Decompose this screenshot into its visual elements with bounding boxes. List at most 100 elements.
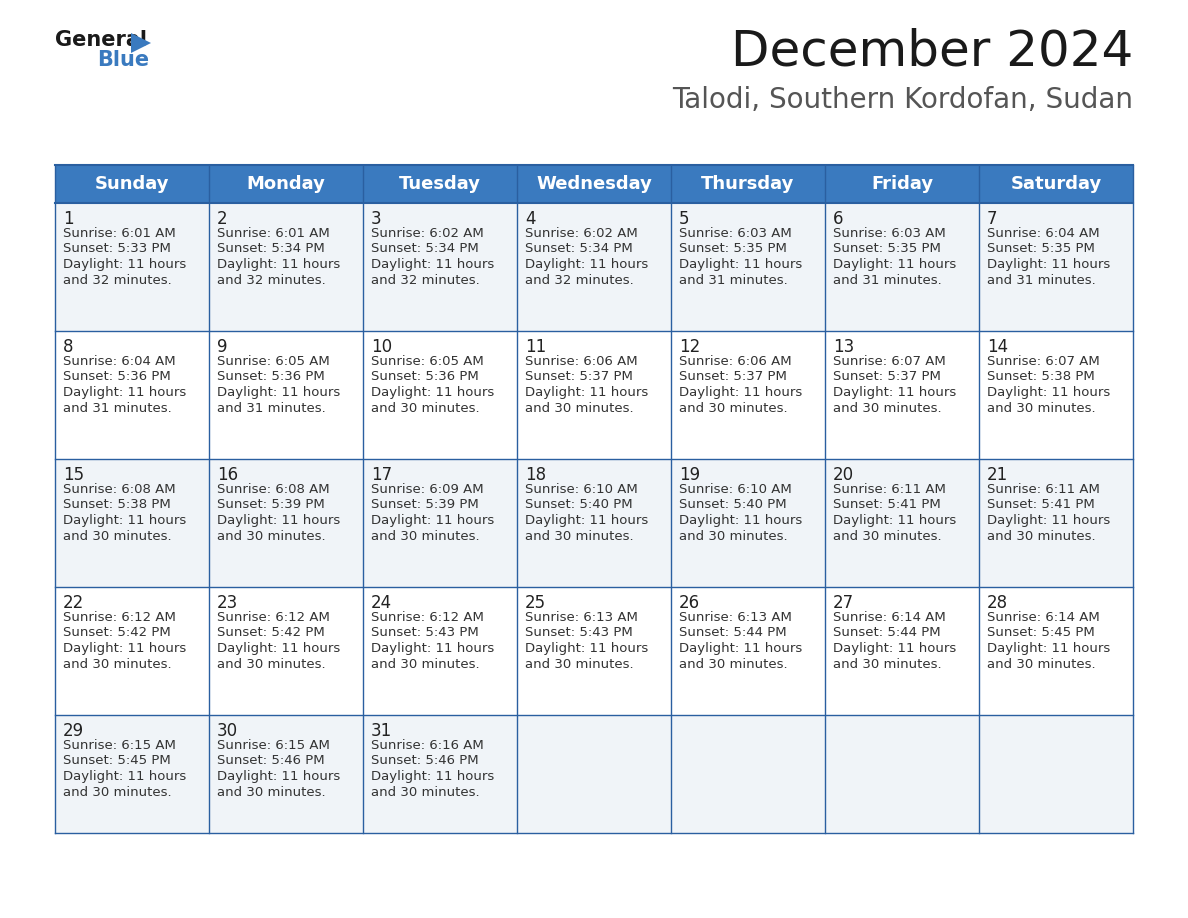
Text: and 30 minutes.: and 30 minutes.	[833, 530, 942, 543]
Text: Sunrise: 6:02 AM: Sunrise: 6:02 AM	[371, 227, 484, 240]
Text: Sunset: 5:40 PM: Sunset: 5:40 PM	[680, 498, 786, 511]
Text: Sunrise: 6:13 AM: Sunrise: 6:13 AM	[525, 611, 638, 624]
Bar	[824, 715, 979, 833]
Bar	[364, 715, 517, 833]
Text: Sunset: 5:42 PM: Sunset: 5:42 PM	[63, 626, 171, 640]
Bar	[979, 715, 1133, 833]
Text: Sunset: 5:46 PM: Sunset: 5:46 PM	[217, 755, 324, 767]
Text: 23: 23	[217, 594, 239, 612]
Bar	[209, 459, 364, 587]
Text: 21: 21	[987, 466, 1009, 484]
Text: Talodi, Southern Kordofan, Sudan: Talodi, Southern Kordofan, Sudan	[672, 86, 1133, 114]
Bar	[209, 587, 364, 715]
Text: Daylight: 11 hours: Daylight: 11 hours	[217, 770, 340, 783]
Text: Sunrise: 6:05 AM: Sunrise: 6:05 AM	[217, 355, 330, 368]
Bar	[979, 459, 1133, 587]
Bar	[517, 459, 671, 587]
Bar	[979, 203, 1133, 331]
Text: Daylight: 11 hours: Daylight: 11 hours	[987, 642, 1111, 655]
Text: Sunrise: 6:07 AM: Sunrise: 6:07 AM	[987, 355, 1100, 368]
Text: Sunday: Sunday	[95, 175, 169, 193]
Text: Daylight: 11 hours: Daylight: 11 hours	[63, 770, 187, 783]
Text: Friday: Friday	[871, 175, 933, 193]
Text: Sunset: 5:36 PM: Sunset: 5:36 PM	[217, 371, 324, 384]
Text: Sunset: 5:45 PM: Sunset: 5:45 PM	[987, 626, 1095, 640]
Text: Daylight: 11 hours: Daylight: 11 hours	[217, 642, 340, 655]
Bar	[671, 459, 824, 587]
Text: 31: 31	[371, 722, 392, 740]
Bar	[55, 715, 209, 833]
Text: 7: 7	[987, 210, 998, 228]
Text: and 30 minutes.: and 30 minutes.	[371, 530, 480, 543]
Text: 8: 8	[63, 338, 74, 356]
Text: and 30 minutes.: and 30 minutes.	[63, 530, 171, 543]
Text: Saturday: Saturday	[1010, 175, 1101, 193]
Text: Daylight: 11 hours: Daylight: 11 hours	[63, 514, 187, 527]
Text: and 32 minutes.: and 32 minutes.	[371, 274, 480, 286]
Text: 30: 30	[217, 722, 238, 740]
Text: and 30 minutes.: and 30 minutes.	[987, 401, 1095, 415]
Text: and 30 minutes.: and 30 minutes.	[525, 401, 633, 415]
Text: 25: 25	[525, 594, 546, 612]
Text: and 32 minutes.: and 32 minutes.	[63, 274, 172, 286]
Text: Sunset: 5:42 PM: Sunset: 5:42 PM	[217, 626, 324, 640]
Text: Thursday: Thursday	[701, 175, 795, 193]
Text: Sunset: 5:37 PM: Sunset: 5:37 PM	[833, 371, 941, 384]
Bar	[824, 203, 979, 331]
Text: Sunset: 5:37 PM: Sunset: 5:37 PM	[525, 371, 633, 384]
Text: Sunset: 5:44 PM: Sunset: 5:44 PM	[680, 626, 786, 640]
Text: Sunrise: 6:13 AM: Sunrise: 6:13 AM	[680, 611, 792, 624]
Text: Sunset: 5:36 PM: Sunset: 5:36 PM	[371, 371, 479, 384]
Text: Sunrise: 6:05 AM: Sunrise: 6:05 AM	[371, 355, 484, 368]
Bar	[364, 459, 517, 587]
Text: Sunrise: 6:10 AM: Sunrise: 6:10 AM	[680, 483, 791, 496]
Text: Blue: Blue	[97, 50, 150, 70]
Text: Tuesday: Tuesday	[399, 175, 481, 193]
Text: and 31 minutes.: and 31 minutes.	[217, 401, 326, 415]
Text: Sunrise: 6:12 AM: Sunrise: 6:12 AM	[217, 611, 330, 624]
Text: General: General	[55, 30, 147, 50]
Text: Sunrise: 6:03 AM: Sunrise: 6:03 AM	[833, 227, 946, 240]
Text: Sunset: 5:40 PM: Sunset: 5:40 PM	[525, 498, 633, 511]
Text: Daylight: 11 hours: Daylight: 11 hours	[987, 258, 1111, 271]
Text: Daylight: 11 hours: Daylight: 11 hours	[833, 258, 956, 271]
Text: Sunset: 5:35 PM: Sunset: 5:35 PM	[833, 242, 941, 255]
Bar	[824, 587, 979, 715]
Bar	[671, 715, 824, 833]
Text: Sunrise: 6:03 AM: Sunrise: 6:03 AM	[680, 227, 791, 240]
Bar	[517, 331, 671, 459]
Text: Sunset: 5:36 PM: Sunset: 5:36 PM	[63, 371, 171, 384]
Text: Sunrise: 6:11 AM: Sunrise: 6:11 AM	[987, 483, 1100, 496]
Text: Sunrise: 6:10 AM: Sunrise: 6:10 AM	[525, 483, 638, 496]
Bar	[824, 459, 979, 587]
Text: Sunrise: 6:01 AM: Sunrise: 6:01 AM	[217, 227, 330, 240]
Text: 22: 22	[63, 594, 84, 612]
Text: 29: 29	[63, 722, 84, 740]
Text: Daylight: 11 hours: Daylight: 11 hours	[525, 514, 649, 527]
Text: Daylight: 11 hours: Daylight: 11 hours	[680, 258, 802, 271]
Text: Daylight: 11 hours: Daylight: 11 hours	[525, 258, 649, 271]
Text: and 31 minutes.: and 31 minutes.	[833, 274, 942, 286]
Text: Sunset: 5:33 PM: Sunset: 5:33 PM	[63, 242, 171, 255]
Text: and 30 minutes.: and 30 minutes.	[371, 657, 480, 670]
Text: Sunset: 5:38 PM: Sunset: 5:38 PM	[63, 498, 171, 511]
Text: and 30 minutes.: and 30 minutes.	[680, 530, 788, 543]
Bar	[55, 587, 209, 715]
Text: and 30 minutes.: and 30 minutes.	[217, 657, 326, 670]
Text: Sunset: 5:39 PM: Sunset: 5:39 PM	[371, 498, 479, 511]
Text: Sunset: 5:35 PM: Sunset: 5:35 PM	[987, 242, 1095, 255]
Text: and 30 minutes.: and 30 minutes.	[525, 530, 633, 543]
Bar	[517, 203, 671, 331]
Text: Daylight: 11 hours: Daylight: 11 hours	[680, 514, 802, 527]
Text: and 32 minutes.: and 32 minutes.	[525, 274, 633, 286]
Text: 11: 11	[525, 338, 546, 356]
Text: 24: 24	[371, 594, 392, 612]
Bar	[55, 331, 209, 459]
Text: and 30 minutes.: and 30 minutes.	[833, 401, 942, 415]
Text: and 31 minutes.: and 31 minutes.	[680, 274, 788, 286]
Text: and 31 minutes.: and 31 minutes.	[987, 274, 1095, 286]
Bar	[671, 203, 824, 331]
Text: 16: 16	[217, 466, 238, 484]
Text: Sunset: 5:37 PM: Sunset: 5:37 PM	[680, 371, 786, 384]
Text: 18: 18	[525, 466, 546, 484]
